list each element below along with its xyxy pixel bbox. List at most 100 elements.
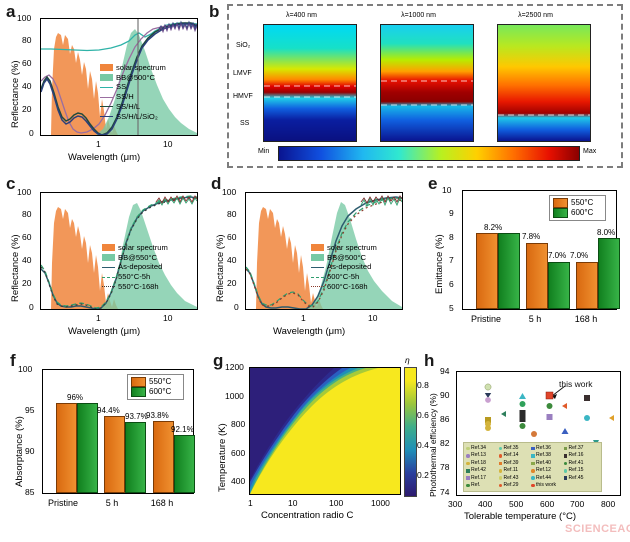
legend-label: Ref.40: [536, 459, 552, 466]
field-map-1000nm: [380, 24, 474, 142]
legend-label: Ref.: [471, 481, 481, 488]
panel-h-xtick: 800: [601, 499, 616, 509]
legend-swatch: [311, 254, 324, 262]
legend-row: Ref. Ref.29 this work: [466, 482, 599, 489]
panel-f-plot-area: 96% 94.4% 93.7% 93.8% 92.1% 550°C 600°C: [42, 369, 195, 494]
panel-c-legend: solar spectrum BB@550°C As-deposited 550…: [99, 241, 194, 294]
legend-label: solar spectrum: [327, 243, 377, 252]
legend-label: 550°C: [571, 198, 594, 207]
panel-d-plot-area: solar spectrum BB@500°C As-deposited 600…: [245, 192, 403, 310]
panel-d-curves: [245, 195, 403, 310]
scatter-point-this-work: [545, 391, 554, 400]
legend-line: [100, 96, 113, 98]
legend-item: SS: [100, 82, 188, 92]
legend-label: solar spectrum: [116, 63, 166, 72]
panel-d-xtick: 10: [368, 313, 378, 323]
legend-label: Ref.41: [568, 459, 584, 466]
panel-c-ytick: 80: [22, 209, 32, 219]
legend-row: Ref.42 Ref.11 Ref.12 Ref.15: [466, 467, 599, 474]
panel-d-xlabel: Wavelength (μm): [273, 326, 346, 337]
panel-h-scatter: [484, 383, 614, 473]
panel-h-xtick: 600: [540, 499, 555, 509]
panel-a-legend: solar spectrum BB@500°C SS SS/H SS/H/L S…: [97, 61, 191, 123]
legend-label: Ref.38: [536, 452, 552, 459]
legend-label: Ref.18: [471, 459, 487, 466]
legend-row: Ref.18 Ref.39 Ref.40 Ref.41: [466, 460, 599, 467]
panel-g-ylabel: Temperature (K): [217, 423, 228, 492]
legend-item: As-deposited: [311, 262, 400, 272]
legend-label: As-deposited: [118, 262, 163, 272]
colorbar-tick: 0.4: [417, 440, 429, 450]
panel-b: b λ=400 nm λ=1000 nm λ=2500 nm SiO₂ LMVF…: [205, 0, 630, 172]
panel-a-ytick: 100: [17, 13, 32, 23]
legend-swatch: [553, 208, 568, 219]
legend-label: Ref.39: [503, 459, 519, 466]
panel-h-ytick: 78: [440, 462, 450, 472]
panel-g-xtick: 100: [329, 498, 344, 508]
scatter-point: [485, 417, 491, 423]
panel-g-ytick: 1000: [225, 391, 244, 401]
legend-label: Ref.11: [503, 467, 519, 474]
bar-600-5h: [548, 261, 570, 309]
legend-label: Ref.43: [503, 474, 519, 481]
legend-label: Ref.16: [568, 452, 584, 459]
scatter-point: [546, 403, 553, 409]
scatter-point: [519, 410, 526, 416]
bar-value-label: 7.0%: [548, 251, 567, 260]
panel-c-xlabel: Wavelength (μm): [68, 326, 141, 337]
legend-label: Ref.17: [471, 474, 487, 481]
legend-line: [102, 266, 115, 268]
panel-b-colorbar: [278, 146, 580, 161]
legend-item: Ref.42: [466, 467, 499, 474]
legend-label: SS: [116, 82, 127, 92]
panel-a-xlabel: Wavelength (μm): [68, 152, 141, 163]
panel-h-xlabel: Tolerable temperature (°C): [464, 511, 577, 522]
legend-item: Ref.12: [531, 467, 564, 474]
panel-g: g Temperature (K) 1: [205, 347, 429, 542]
legend-marker: [563, 454, 567, 458]
panel-g-ytick: 800: [231, 419, 246, 429]
panel-c-ytick: 40: [22, 255, 32, 265]
legend-marker: [466, 483, 470, 488]
panel-e-ytick: 7: [449, 255, 454, 265]
legend-label: 600°C-5h: [327, 272, 360, 282]
panel-g-heatmap: [249, 367, 401, 495]
scatter-point: [546, 414, 553, 420]
legend-marker: [531, 483, 535, 488]
scatter-point: [484, 383, 492, 391]
legend-line-dotted: [311, 286, 324, 288]
panel-a-label: a: [6, 2, 16, 21]
legend-row: Ref.17 Ref.43 Ref.44 Ref.45: [466, 475, 599, 482]
colorbar-title: η: [405, 355, 410, 365]
legend-label: Ref.34: [471, 445, 487, 451]
legend-item: [564, 484, 597, 488]
legend-label: SS/H/L/SiO₂: [116, 111, 158, 121]
legend-swatch: [102, 254, 115, 262]
panel-e-ylabel: Emittance (%): [434, 234, 445, 294]
panel-c-ytick: 60: [22, 232, 32, 242]
legend-label: solar spectrum: [118, 243, 168, 252]
bar-value-label: 96%: [67, 393, 84, 402]
panel-d-ytick: 40: [227, 255, 237, 265]
panel-h-ytick: 90: [440, 390, 450, 400]
legend-label: Ref.36: [536, 445, 552, 451]
scatter-point: [519, 416, 526, 422]
panel-b-dashed-frame: [227, 4, 623, 168]
panel-d-xtick: 1: [301, 313, 306, 323]
legend-item: Ref.15: [563, 467, 597, 474]
this-work-annotation: this work: [559, 379, 593, 389]
panel-d-ytick: 100: [222, 187, 237, 197]
legend-item: Ref.40: [531, 460, 564, 467]
legend-row: Ref.13 Ref.14 Ref.38 Ref.16: [466, 452, 599, 459]
legend-item: solar spectrum: [102, 243, 191, 253]
panel-h-xtick: 700: [570, 499, 585, 509]
panel-a-curves: [41, 19, 197, 135]
legend-marker: [563, 469, 567, 473]
scatter-point: [485, 425, 491, 431]
legend-label: Ref.15: [568, 467, 584, 474]
panel-d-ytick: 80: [227, 209, 237, 219]
panel-g-xlabel: Concentration radio C: [261, 510, 354, 521]
legend-swatch: [102, 244, 115, 252]
panel-g-colorbar: [404, 367, 417, 497]
legend-item: Ref.34: [466, 445, 499, 452]
